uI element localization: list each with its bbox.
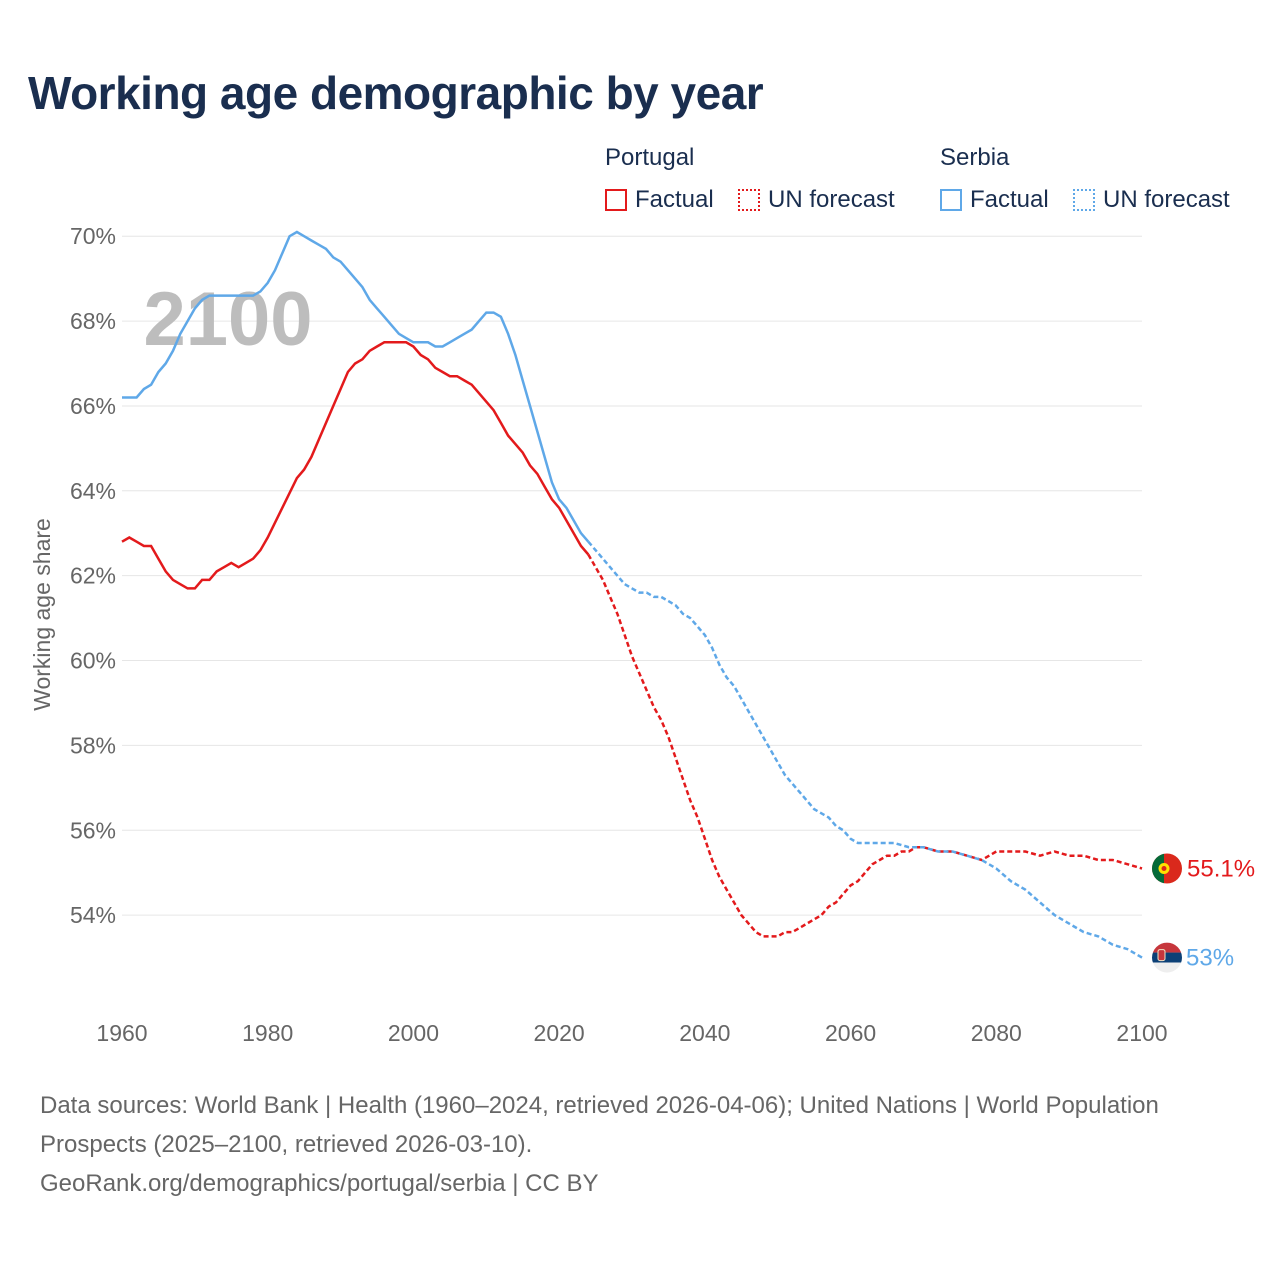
year-watermark: 2100 (143, 277, 312, 362)
legend-portugal-factual[interactable]: Factual (605, 186, 714, 214)
y-tick-label: 60% (70, 648, 116, 674)
flag-blue-stripe (1152, 952, 1182, 963)
legend-swatch-dotted-red (738, 189, 760, 211)
y-tick-label: 54% (70, 902, 116, 928)
data-sources: Data sources: World Bank | Health (1960–… (40, 1092, 1159, 1158)
x-tick-label: 1980 (242, 1020, 293, 1046)
legend-label: Factual (635, 186, 714, 213)
legend-portugal-forecast[interactable]: UN forecast (738, 186, 895, 214)
chart-title: Working age demographic by year (28, 67, 764, 119)
portugal-forecast-line (587, 553, 1143, 938)
flag-emblem-inner (1161, 865, 1167, 871)
y-tick-label: 58% (70, 732, 116, 758)
y-tick-label: 56% (70, 817, 116, 843)
portugal-factual-line (121, 341, 590, 590)
x-tick-label: 2060 (825, 1020, 876, 1046)
legend-swatch-dotted-blue (1073, 189, 1095, 211)
x-tick-label: 1960 (96, 1020, 147, 1046)
serbia-forecast-line (587, 540, 1143, 959)
legend-portugal-country: Portugal (605, 144, 695, 171)
x-tick-label: 2040 (679, 1020, 730, 1046)
footer: Data sources: World Bank | Health (1960–… (40, 1086, 1160, 1203)
y-tick-label: 70% (70, 223, 116, 249)
y-axis-label: Working age share (29, 518, 55, 711)
legend-label: UN forecast (768, 186, 895, 213)
flag-red-stripe (1152, 942, 1182, 953)
serbia-flag-icon (1152, 942, 1182, 973)
portugal-end-label: 55.1% (1187, 855, 1255, 882)
legend-serbia-country: Serbia (940, 144, 1010, 171)
y-tick-label: 64% (70, 478, 116, 504)
flag-coat-of-arms (1157, 949, 1166, 962)
y-tick-label: 68% (70, 308, 116, 334)
legend-label: Factual (970, 186, 1049, 213)
legend-label: UN forecast (1103, 186, 1230, 213)
flag-green-field (1152, 853, 1164, 884)
y-tick-label: 62% (70, 563, 116, 589)
serbia-factual-line (122, 230, 590, 543)
line-chart: 54% 56% 58% 60% 62% 64% 66% 68% 70% 1960 1980 2000 2… (29, 223, 1255, 1046)
legend-swatch-solid-blue (940, 189, 962, 211)
credit-link[interactable]: GeoRank.org/demographics/portugal/serbia… (40, 1170, 599, 1197)
legend-serbia-factual[interactable]: Factual (940, 186, 1049, 214)
x-tick-label: 2080 (971, 1020, 1022, 1046)
x-tick-label: 2100 (1116, 1020, 1167, 1046)
legend-swatch-solid-red (605, 189, 627, 211)
x-tick-label: 2020 (534, 1020, 585, 1046)
flag-white-stripe (1152, 962, 1182, 973)
legend-serbia-forecast[interactable]: UN forecast (1073, 186, 1230, 214)
x-tick-label: 2000 (388, 1020, 439, 1046)
serbia-end-label: 53% (1186, 945, 1234, 972)
portugal-flag-icon (1152, 853, 1182, 884)
y-tick-label: 66% (70, 393, 116, 419)
